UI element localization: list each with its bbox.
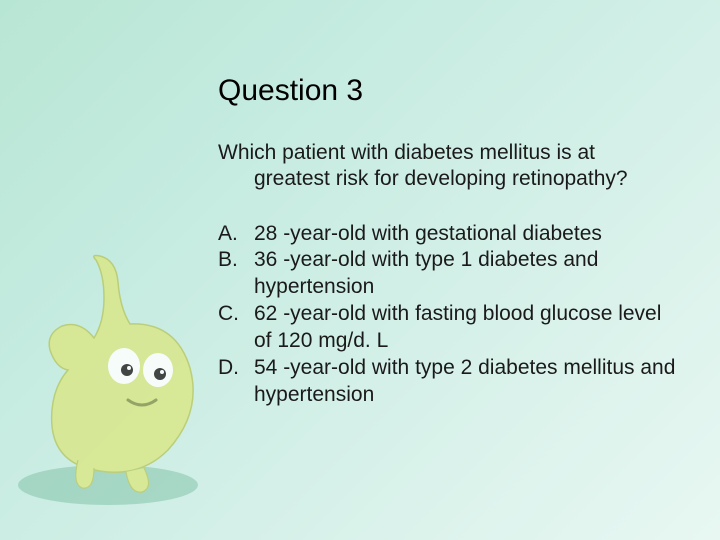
option-text: 62 -year-old with fasting blood glucose … bbox=[254, 301, 678, 355]
option-marker: B. bbox=[218, 247, 254, 301]
stomach-character-icon bbox=[8, 250, 218, 510]
option-marker: A. bbox=[218, 221, 254, 248]
option-marker: C. bbox=[218, 301, 254, 355]
option-text: 54 -year-old with type 2 diabetes mellit… bbox=[254, 355, 678, 409]
option-d: D. 54 -year-old with type 2 diabetes mel… bbox=[218, 355, 678, 409]
question-text: Which patient with diabetes mellitus is … bbox=[218, 140, 678, 193]
option-a: A. 28 -year-old with gestational diabete… bbox=[218, 221, 678, 248]
option-marker: D. bbox=[218, 355, 254, 409]
question-line-1: Which patient with diabetes mellitus is … bbox=[218, 141, 595, 164]
option-text: 36 -year-old with type 1 diabetes and hy… bbox=[254, 247, 678, 301]
options-list: A. 28 -year-old with gestational diabete… bbox=[218, 221, 678, 409]
question-line-2: greatest risk for developing retinopathy… bbox=[218, 166, 678, 192]
content-area: Question 3 Which patient with diabetes m… bbox=[218, 74, 678, 409]
question-title: Question 3 bbox=[218, 74, 678, 108]
option-b: B. 36 -year-old with type 1 diabetes and… bbox=[218, 247, 678, 301]
option-text: 28 -year-old with gestational diabetes bbox=[254, 221, 678, 248]
slide: Question 3 Which patient with diabetes m… bbox=[0, 0, 720, 540]
option-c: C. 62 -year-old with fasting blood gluco… bbox=[218, 301, 678, 355]
